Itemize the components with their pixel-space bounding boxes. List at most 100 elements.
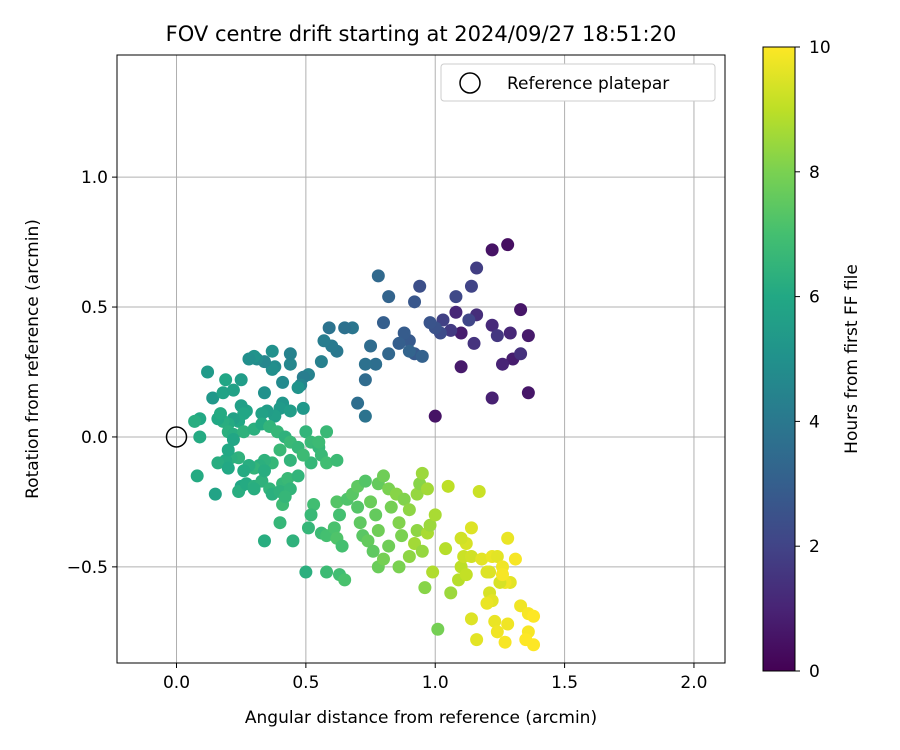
data-point	[527, 609, 541, 623]
data-point	[307, 498, 321, 512]
data-point	[490, 549, 504, 563]
data-point	[247, 482, 261, 496]
data-point	[351, 396, 365, 410]
y-tick-label: −0.5	[67, 558, 108, 578]
data-point	[514, 303, 528, 317]
data-point	[299, 425, 313, 439]
data-point	[519, 633, 533, 647]
legend-marker	[459, 72, 481, 94]
data-point	[485, 243, 499, 257]
data-point	[413, 279, 427, 293]
colorbar-tick-label: 6	[809, 288, 820, 308]
data-point	[317, 334, 331, 348]
data-point	[490, 625, 504, 639]
data-point	[508, 552, 522, 566]
data-point	[454, 360, 468, 374]
data-point	[320, 565, 334, 579]
data-point	[338, 321, 352, 335]
data-point	[402, 503, 416, 517]
data-point	[283, 404, 297, 418]
x-axis-ticks: 0.0 0.5 1.0 1.5 2.0	[163, 663, 707, 693]
data-point	[395, 529, 409, 543]
data-point	[216, 386, 230, 400]
data-point	[242, 352, 256, 366]
data-point	[361, 534, 375, 548]
x-tick-label: 0.0	[163, 673, 190, 693]
data-point	[369, 508, 383, 522]
data-point	[257, 386, 271, 400]
data-point	[211, 456, 225, 470]
colorbar-gradient	[762, 46, 796, 672]
data-point	[454, 531, 468, 545]
data-point	[495, 568, 509, 582]
legend-box	[440, 63, 716, 102]
data-point	[490, 329, 504, 343]
data-point	[273, 516, 287, 530]
data-point	[327, 521, 341, 535]
data-point	[237, 464, 251, 478]
data-point	[330, 453, 344, 467]
data-point	[470, 261, 484, 275]
data-point	[371, 523, 385, 537]
data-point	[206, 391, 220, 405]
colorbar-tick-label: 8	[809, 163, 820, 183]
data-point	[397, 492, 411, 506]
data-point	[382, 347, 396, 361]
data-point	[369, 357, 383, 371]
data-point	[219, 373, 233, 387]
data-point	[464, 612, 478, 626]
data-point	[410, 523, 424, 537]
y-tick-label: 1.0	[81, 168, 108, 188]
data-point	[410, 487, 424, 501]
colorbar-ticks: 0 2 4 6 8 10	[795, 38, 831, 682]
data-point	[291, 381, 305, 395]
data-point	[364, 495, 378, 509]
data-point	[281, 472, 295, 486]
data-point	[376, 552, 390, 566]
data-point	[335, 539, 349, 553]
data-point	[257, 534, 271, 548]
data-point	[358, 373, 372, 387]
data-point	[314, 355, 328, 369]
data-point	[226, 433, 240, 447]
data-point	[392, 560, 406, 574]
data-point	[475, 552, 489, 566]
data-point	[459, 568, 473, 582]
x-tick-label: 0.5	[292, 673, 319, 693]
data-point	[402, 344, 416, 358]
data-point	[462, 313, 476, 327]
data-point	[488, 614, 502, 628]
data-point	[286, 534, 300, 548]
data-point	[226, 383, 240, 397]
data-point	[382, 290, 396, 304]
colorbar: 0 2 4 6 8 10 Hours from first FF file	[762, 38, 862, 682]
data-point	[221, 461, 235, 475]
plot-area-frame	[116, 54, 726, 664]
data-point	[358, 409, 372, 423]
data-point	[291, 469, 305, 483]
data-point	[464, 549, 478, 563]
data-point	[283, 453, 297, 467]
data-point	[480, 596, 494, 610]
x-tick-label: 1.0	[422, 673, 449, 693]
data-point	[273, 443, 287, 457]
colorbar-tick-label: 0	[809, 662, 820, 682]
data-point	[330, 495, 344, 509]
data-point	[408, 295, 422, 309]
grid	[117, 55, 725, 663]
data-point	[208, 487, 222, 501]
data-point	[501, 238, 515, 252]
data-point	[312, 435, 326, 449]
y-axis-label: Rotation from reference (arcmin)	[23, 219, 43, 499]
data-point	[296, 448, 310, 462]
data-point	[276, 375, 290, 389]
data-point	[392, 516, 406, 530]
data-point	[301, 521, 315, 535]
y-tick-label: 0.5	[81, 298, 108, 318]
data-point	[420, 482, 434, 496]
data-point	[322, 321, 336, 335]
data-point	[464, 521, 478, 535]
reference-point	[165, 426, 188, 448]
chart-title: FOV centre drift starting at 2024/09/27 …	[166, 22, 677, 46]
data-point	[353, 516, 367, 530]
